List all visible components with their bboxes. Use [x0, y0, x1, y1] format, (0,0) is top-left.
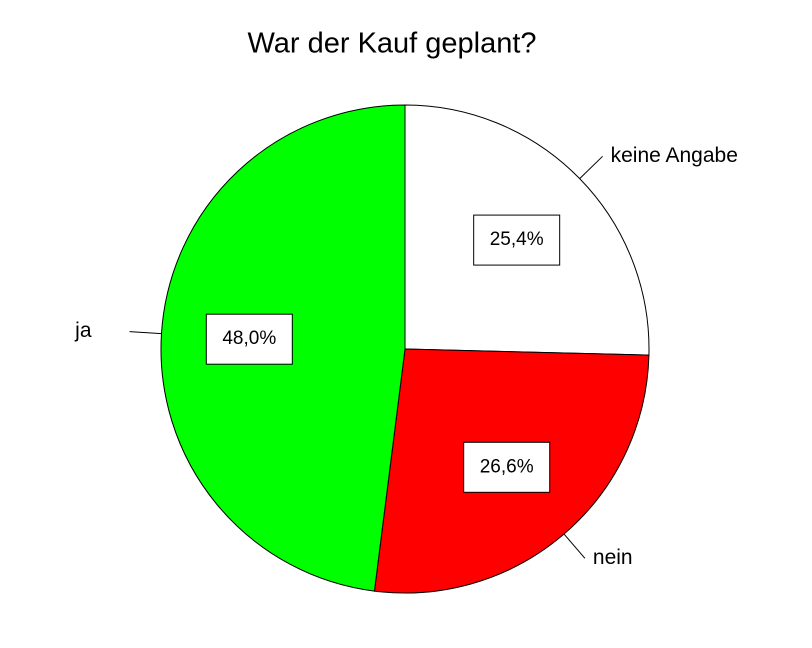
- value-label-box: [463, 441, 551, 493]
- value-label: 26,6%: [480, 456, 534, 477]
- leader-line: [129, 331, 162, 335]
- value-label: 48,0%: [222, 328, 276, 349]
- category-label: keine Angabe: [611, 144, 738, 167]
- category-label: ja: [74, 319, 92, 342]
- value-label-box: [473, 214, 561, 266]
- category-label: nein: [593, 546, 633, 569]
- leader-line: [563, 533, 586, 559]
- leader-line: [579, 155, 603, 180]
- value-label: 25,4%: [490, 229, 544, 250]
- value-label-box: [205, 313, 293, 365]
- chart-title: War der Kauf geplant?: [247, 28, 536, 60]
